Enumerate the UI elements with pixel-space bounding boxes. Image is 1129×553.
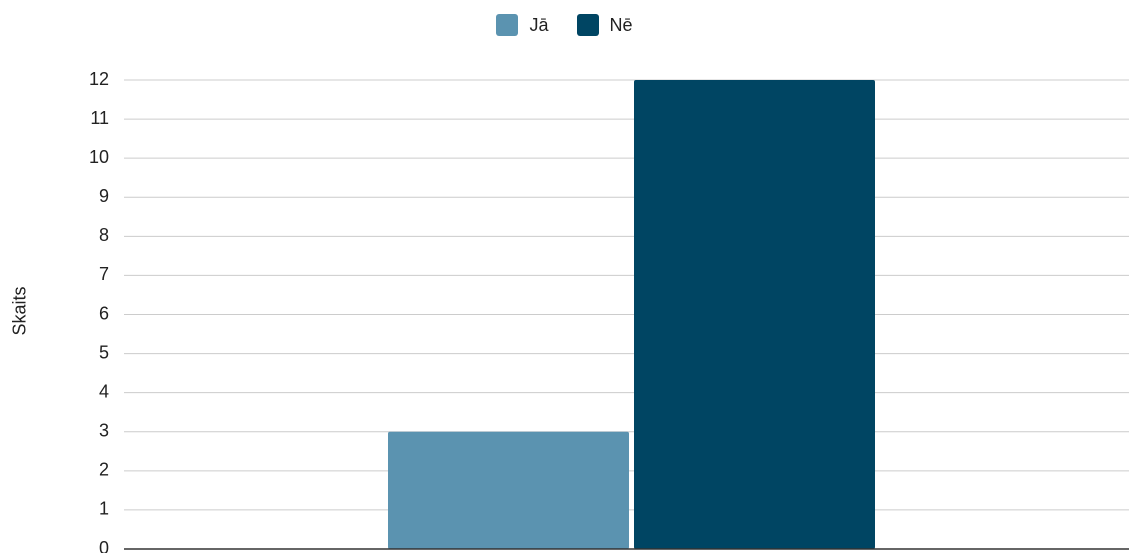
bars	[388, 80, 875, 549]
y-tick-label-7: 7	[99, 264, 109, 284]
y-tick-label-0: 0	[99, 538, 109, 553]
y-tick-label-3: 3	[99, 421, 109, 441]
bar-ja[interactable]	[388, 431, 629, 549]
legend-item-ne[interactable]: Nē	[576, 14, 633, 36]
y-tick-label-11: 11	[90, 108, 109, 128]
y-tick-label-2: 2	[99, 460, 109, 480]
legend-label-ne: Nē	[609, 14, 633, 35]
legend-item-ja[interactable]: Jā	[496, 14, 549, 36]
y-tick-label-9: 9	[99, 186, 109, 206]
y-tick-label-8: 8	[99, 225, 109, 245]
y-tick-label-6: 6	[99, 303, 109, 323]
bar-ne[interactable]	[634, 80, 875, 549]
y-tick-label-5: 5	[99, 342, 109, 362]
legend-swatch-ja	[496, 14, 519, 36]
legend-label-ja: Jā	[529, 14, 549, 35]
y-tick-label-12: 12	[89, 69, 109, 89]
legend: Jā Nē	[0, 14, 1129, 36]
legend-swatch-ne	[576, 14, 599, 36]
gridlines	[124, 79, 1129, 511]
y-tick-label-1: 1	[99, 499, 109, 519]
y-tick-label-4: 4	[99, 381, 109, 401]
y-tick-label-10: 10	[89, 147, 109, 167]
